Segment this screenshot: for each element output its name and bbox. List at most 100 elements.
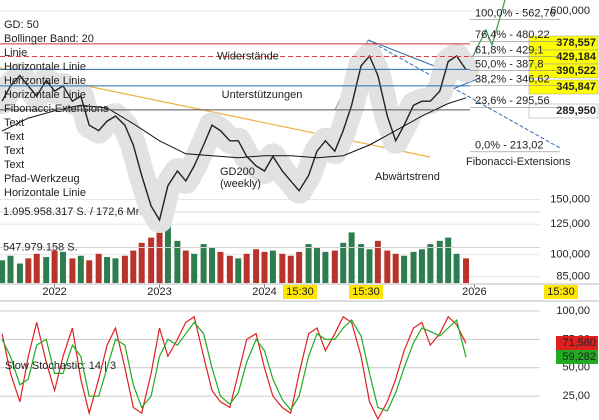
legend-item: Text bbox=[4, 131, 24, 143]
time-tag: 15:30 bbox=[352, 286, 380, 298]
volume-bar bbox=[322, 251, 329, 283]
legend-item: Linie bbox=[4, 47, 27, 59]
volume-bar bbox=[313, 247, 320, 283]
price-tag: 390,522 bbox=[556, 65, 596, 77]
volume-bar bbox=[138, 242, 145, 283]
time-tag-box bbox=[349, 285, 383, 299]
legend-item: Pfad-Werkzeug bbox=[4, 173, 80, 185]
line-annotation: Widerstände bbox=[217, 50, 279, 62]
stochastic-tick-label: 100,00 bbox=[556, 305, 590, 317]
volume-bar bbox=[366, 249, 373, 283]
volume-tick-label: 547.979.158 S. bbox=[3, 241, 78, 253]
volume-bar bbox=[59, 251, 66, 283]
trend-channel bbox=[367, 39, 561, 149]
volume-tick-label: 1.095.958.317 S. / 172,6 Mrd bbox=[3, 206, 146, 218]
volume-bar bbox=[174, 240, 181, 283]
x-tick-label: 2026 bbox=[462, 286, 486, 298]
volume-bar bbox=[453, 253, 460, 283]
volume-bar bbox=[410, 251, 417, 283]
time-tag: 15:30 bbox=[286, 286, 314, 298]
fibonacci-label: 50,0% - 387,8 bbox=[475, 58, 544, 70]
volume-bar bbox=[156, 227, 163, 283]
legend-item: Fibonacci-Extensions bbox=[4, 103, 109, 115]
volume-bar bbox=[384, 250, 391, 283]
volume-bar bbox=[200, 244, 207, 283]
price-tag: 345,847 bbox=[556, 81, 596, 93]
legend-item: Horizontale Linie bbox=[4, 187, 86, 199]
y-tick-label: 85,000 bbox=[556, 271, 590, 283]
volume-bar bbox=[427, 244, 434, 283]
volume-bar bbox=[217, 251, 224, 283]
volume-bar bbox=[104, 257, 111, 283]
x-tick-label: 2022 bbox=[42, 286, 66, 298]
volume-bar bbox=[243, 253, 250, 283]
volume-bar bbox=[25, 258, 32, 283]
volume-bar bbox=[445, 237, 452, 283]
price-tag: 429,184 bbox=[556, 51, 597, 63]
volume-bar bbox=[191, 253, 198, 283]
y-tick-label: 100,000 bbox=[550, 249, 590, 261]
volume-bar bbox=[463, 258, 470, 283]
volume-bar bbox=[130, 250, 137, 283]
volume-bar bbox=[418, 249, 425, 283]
volume-bar bbox=[340, 242, 347, 283]
gd200-label: GD200 bbox=[220, 166, 255, 178]
volume-bar bbox=[401, 255, 408, 283]
stochastic-tag-box bbox=[556, 336, 598, 350]
fibonacci-name: Fibonacci-Extensions bbox=[466, 156, 571, 168]
fibonacci-label: 100,0% - 562,76 bbox=[475, 8, 556, 20]
volume-bar bbox=[287, 255, 294, 283]
projection-path bbox=[469, 0, 506, 63]
stochastic-title: Slow Stochastic: 14 | 3 bbox=[5, 360, 116, 372]
volume-bar bbox=[209, 247, 216, 283]
volume-bar bbox=[77, 255, 84, 283]
volume-bar bbox=[305, 244, 312, 283]
volume-bar bbox=[331, 250, 338, 283]
fibonacci-label: 61,8% - 429,1 bbox=[475, 44, 544, 56]
legend-item: Horizontale Linie bbox=[4, 75, 86, 87]
stochastic-line bbox=[1, 318, 467, 412]
volume-bar bbox=[95, 253, 102, 283]
volume-bar bbox=[164, 207, 171, 283]
volume-bar bbox=[235, 258, 242, 283]
volume-bar bbox=[261, 251, 268, 283]
price-tag: 289,950 bbox=[556, 105, 596, 117]
time-tag: 15:30 bbox=[547, 286, 575, 298]
volume-bar bbox=[226, 255, 233, 283]
time-tag-box bbox=[283, 285, 317, 299]
legend-item: Horizontale Linie bbox=[4, 61, 86, 73]
stochastic-line bbox=[1, 315, 467, 420]
y-tick-label: 600,000 bbox=[550, 5, 590, 17]
volume-bar bbox=[69, 258, 76, 283]
volume-bar bbox=[43, 257, 50, 283]
legend-item: Text bbox=[4, 117, 24, 129]
volume-bar bbox=[121, 255, 128, 283]
legend-item: GD: 50 bbox=[4, 19, 39, 31]
fibonacci-label: 23,6% - 295,56 bbox=[475, 95, 550, 107]
volume-bar bbox=[374, 240, 381, 283]
volume-bar bbox=[279, 253, 286, 283]
legend-item: Text bbox=[4, 159, 24, 171]
x-tick-label: 2023 bbox=[147, 286, 171, 298]
price-line bbox=[1, 54, 467, 222]
volume-bar bbox=[7, 255, 14, 283]
price-tag: 378,557 bbox=[556, 37, 596, 49]
price-tag-box bbox=[528, 79, 599, 95]
stochastic-tag-box bbox=[556, 350, 598, 364]
volume-bar bbox=[33, 253, 40, 283]
line-annotation: Unterstützungen bbox=[222, 89, 303, 101]
gd200-label: (weekly) bbox=[220, 178, 261, 190]
volume-bar bbox=[16, 263, 23, 283]
stochastic-tick-label: 50,00 bbox=[562, 362, 590, 374]
legend-item: Bollinger Band: 20 bbox=[4, 33, 94, 45]
volume-bar bbox=[436, 240, 443, 283]
volume-bar bbox=[86, 260, 93, 283]
volume-bar bbox=[269, 250, 276, 283]
fibonacci-label: 38,2% - 346,62 bbox=[475, 74, 550, 86]
legend-item: Text bbox=[4, 145, 24, 157]
price-tag-box bbox=[528, 63, 599, 79]
y-tick-label: 150,000 bbox=[550, 193, 590, 205]
volume-bar bbox=[112, 258, 119, 283]
